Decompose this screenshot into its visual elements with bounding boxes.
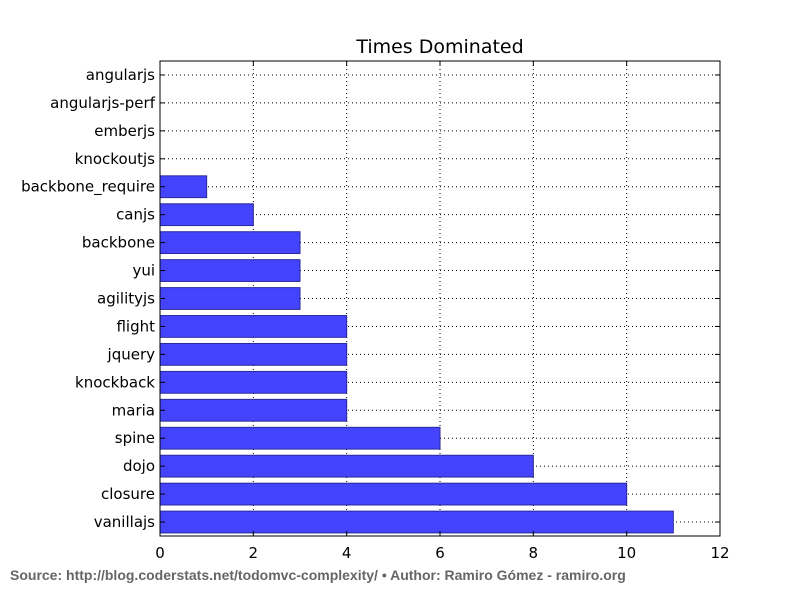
y-tick-label: dojo [123, 457, 155, 475]
y-tick-labels: angularjs angularjs-perf emberjs knockoutjs… [21, 66, 156, 531]
x-tick-label: 4 [342, 544, 352, 562]
y-tick-label: yui [132, 262, 155, 280]
ticks [159, 61, 721, 536]
bar-knockback [159, 370, 348, 394]
y-tick-label: backbone [82, 234, 155, 252]
y-tick-label: emberjs [94, 122, 155, 140]
bar-vanillajs [159, 510, 674, 534]
bar-maria [159, 398, 348, 422]
x-tick-label: 10 [617, 544, 636, 562]
y-tick-label: jquery [107, 345, 156, 363]
y-tick-label: flight [116, 317, 155, 335]
bar-spine [159, 426, 441, 450]
x-tick-labels: 0 2 4 6 8 10 12 [155, 544, 729, 562]
source-credit: Source: http://blog.coderstats.net/todom… [10, 567, 626, 583]
bar-flight [159, 315, 348, 338]
y-tick-label: angularjs-perf [50, 94, 156, 112]
y-tick-label: knockoutjs [75, 150, 156, 168]
bars [159, 175, 674, 534]
x-tick-label: 12 [710, 544, 729, 562]
bar-canjs [159, 203, 254, 227]
y-tick-label: agilityjs [97, 290, 155, 308]
x-tick-label: 6 [435, 544, 445, 562]
bar-closure [159, 482, 628, 506]
bar-backbone_require [159, 175, 208, 199]
y-tick-label: angularjs [86, 66, 155, 84]
x-tick-label: 2 [249, 544, 259, 562]
y-tick-label: closure [101, 485, 155, 503]
bar-yui [159, 259, 301, 282]
y-tick-label: canjs [116, 206, 155, 224]
bar-agilityjs [159, 287, 301, 310]
bar-dojo [159, 454, 534, 478]
x-tick-label: 8 [529, 544, 539, 562]
y-tick-label: maria [112, 401, 155, 419]
chart-title: Times Dominated [355, 36, 523, 58]
y-tick-label: vanillajs [94, 513, 155, 531]
x-tick-label: 0 [155, 544, 165, 562]
bar-backbone [159, 231, 301, 255]
bar-jquery [159, 342, 348, 366]
y-tick-label: knockback [75, 373, 155, 391]
y-tick-label: backbone_require [21, 178, 155, 197]
y-tick-label: spine [115, 429, 155, 447]
